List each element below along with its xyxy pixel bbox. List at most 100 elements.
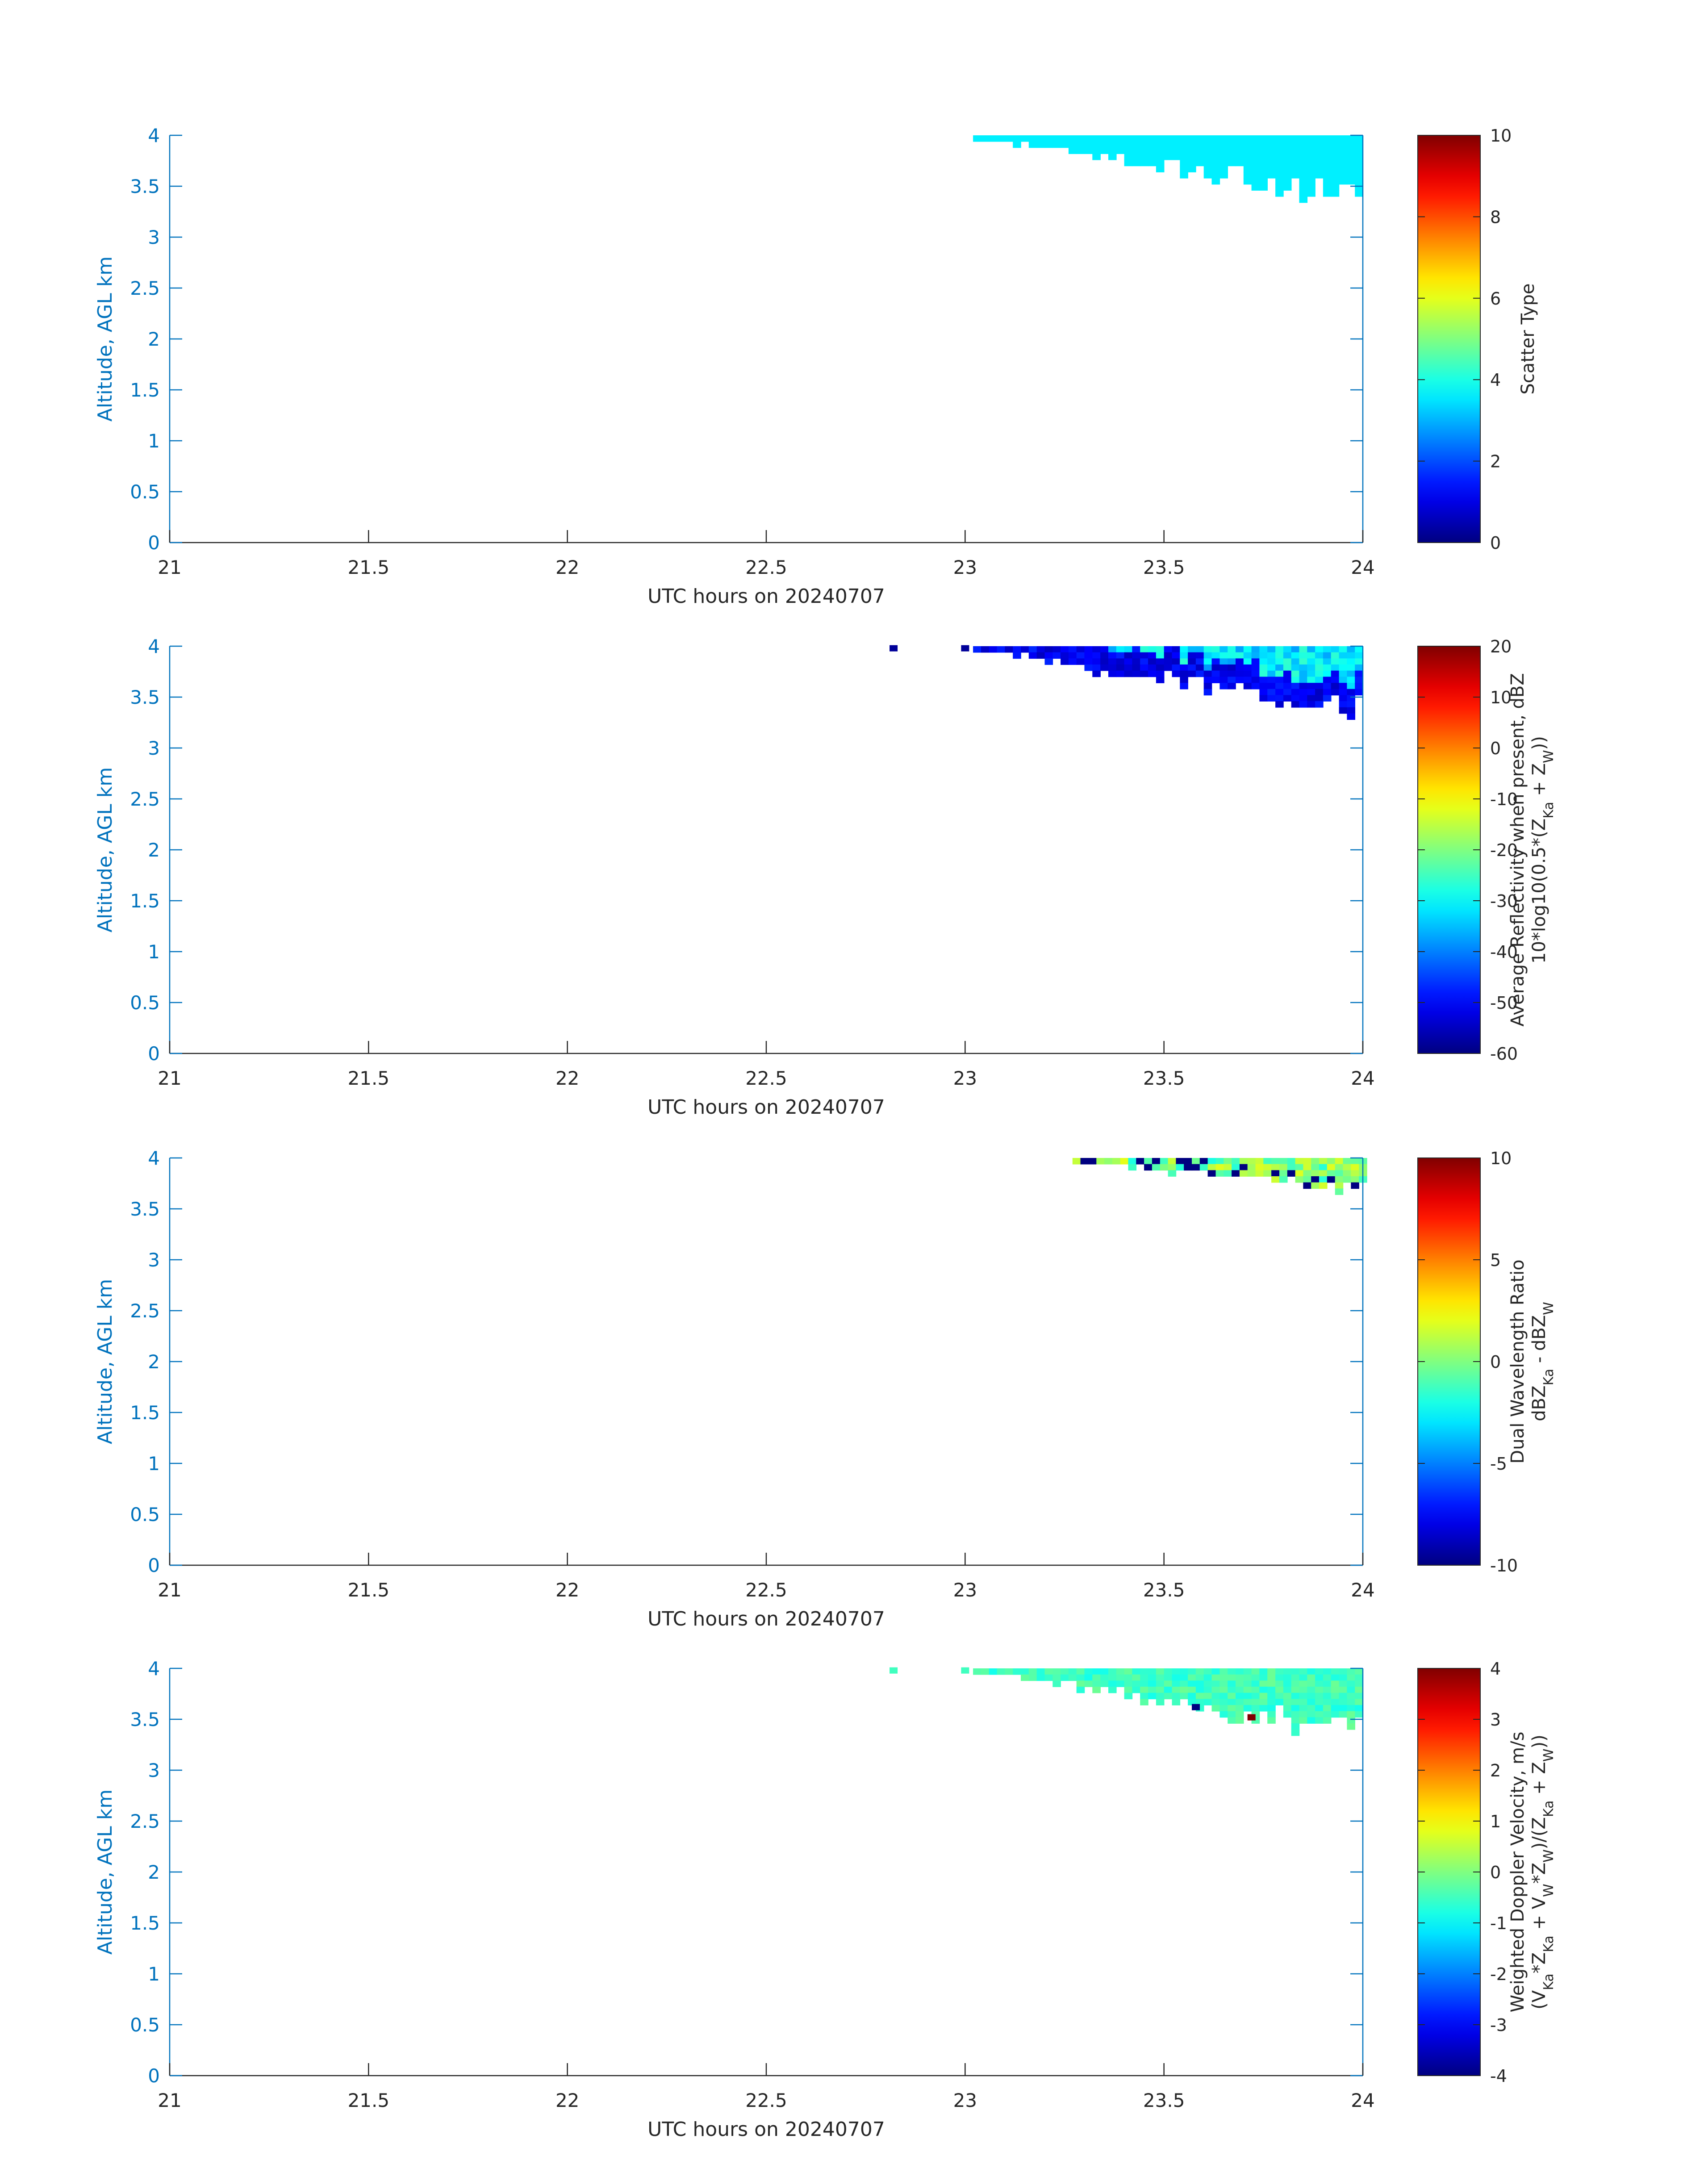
heatmap-cell xyxy=(1299,677,1308,683)
heatmap-cell xyxy=(1315,147,1324,154)
heatmap-cell xyxy=(1108,1674,1117,1681)
heatmap-cell xyxy=(1124,664,1133,671)
heatmap-cell xyxy=(1259,1674,1268,1681)
heatmap-cell xyxy=(1072,1158,1081,1165)
y-tick-label: 0 xyxy=(148,532,160,554)
heatmap-cell xyxy=(1291,135,1300,142)
heatmap-cell xyxy=(1275,184,1284,191)
heatmap-cell xyxy=(1164,135,1173,142)
heatmap-cell xyxy=(989,135,998,142)
heatmap-cell xyxy=(1148,646,1157,653)
heatmap-cell xyxy=(1291,172,1300,179)
heatmap-cell xyxy=(1211,658,1220,665)
heatmap-cell xyxy=(1180,652,1188,659)
heatmap-cell xyxy=(1291,1705,1300,1712)
heatmap-cell xyxy=(1339,1680,1348,1687)
heatmap-cell xyxy=(1303,1170,1311,1177)
heatmap-cell xyxy=(1044,652,1053,659)
colorbar-label: Scatter Type xyxy=(1518,284,1538,395)
heatmap-cell xyxy=(1044,658,1053,665)
heatmap-cell xyxy=(1124,1692,1133,1700)
heatmap-cell xyxy=(1259,1680,1268,1687)
heatmap-cell xyxy=(1347,713,1355,720)
heatmap-cell xyxy=(1275,1687,1284,1693)
heatmap-cell xyxy=(1100,1668,1109,1675)
heatmap-cell xyxy=(1259,646,1268,653)
heatmap-cell xyxy=(1307,689,1315,696)
heatmap-cell xyxy=(1347,646,1355,653)
heatmap-cell xyxy=(1339,670,1348,677)
heatmap-cell xyxy=(1255,1170,1264,1177)
heatmap-cell xyxy=(1315,1668,1324,1675)
heatmap-cell xyxy=(1100,658,1109,665)
colorbar-tick-label: 0 xyxy=(1490,1352,1501,1372)
heatmap-cell xyxy=(1180,664,1188,671)
heatmap-cell xyxy=(1243,652,1252,659)
heatmap-cells xyxy=(889,1667,1363,1736)
heatmap-cell xyxy=(1331,664,1340,671)
heatmap-cell xyxy=(1331,689,1340,696)
colorbar-tick-label: 10 xyxy=(1490,1149,1512,1168)
heatmap-cell xyxy=(1311,1164,1320,1171)
heatmap-cell xyxy=(1013,141,1021,148)
heatmap-cell xyxy=(1307,1711,1315,1718)
heatmap-cell xyxy=(1172,135,1181,142)
x-tick-label: 24 xyxy=(1351,1067,1374,1089)
heatmap-cell xyxy=(1351,1176,1359,1183)
heatmap-cell xyxy=(1299,1692,1308,1700)
heatmap-cell xyxy=(1243,658,1252,665)
heatmap-cell xyxy=(1195,1687,1204,1693)
x-tick-label: 24 xyxy=(1351,2089,1374,2111)
heatmap-cell xyxy=(1331,141,1340,148)
heatmap-cell xyxy=(1211,147,1220,154)
heatmap-cell xyxy=(1323,190,1332,197)
heatmap-cell xyxy=(1267,159,1276,167)
heatmap-cell xyxy=(1339,1711,1348,1718)
heatmap-cell xyxy=(1180,1668,1188,1675)
heatmap-cell xyxy=(1203,147,1212,154)
heatmap-cell xyxy=(1283,652,1292,659)
heatmap-cell xyxy=(1347,1699,1355,1705)
heatmap-cell xyxy=(1259,670,1268,677)
heatmap-cell xyxy=(1188,1668,1196,1675)
heatmap-cell xyxy=(1259,141,1268,148)
heatmap-cell xyxy=(1295,1158,1304,1165)
heatmap-cell xyxy=(1355,646,1363,653)
heatmap-cell xyxy=(1052,1674,1061,1681)
heatmap-cell xyxy=(1339,664,1348,671)
heatmap-cell xyxy=(1347,652,1355,659)
heatmap-cell xyxy=(1331,135,1340,142)
heatmap-cell xyxy=(1243,1674,1252,1681)
heatmap-cell xyxy=(1203,664,1212,671)
heatmap-cell xyxy=(1347,1680,1355,1687)
heatmap-cell xyxy=(1236,664,1244,671)
colorbar-label-part: *Z xyxy=(1529,1952,1549,1973)
heatmap-cell xyxy=(1096,1158,1105,1165)
heatmap-cell xyxy=(1061,1668,1069,1675)
x-tick-label: 22 xyxy=(555,2089,579,2111)
heatmap-cell xyxy=(1251,154,1260,160)
heatmap-cell xyxy=(1347,670,1355,677)
plot-area xyxy=(170,646,1363,1053)
heatmap-cell xyxy=(1180,1674,1188,1681)
heatmap-cell xyxy=(1156,646,1165,653)
heatmap-cell xyxy=(1124,159,1133,167)
y-axis-label: Altitude, AGL km xyxy=(94,1789,117,1955)
heatmap-cell xyxy=(1283,1680,1292,1687)
heatmap-cell xyxy=(1211,652,1220,659)
heatmap-cell xyxy=(1108,664,1117,671)
heatmap-cell xyxy=(1044,135,1053,142)
heatmap-cell xyxy=(1315,141,1324,148)
colorbar-tick-label: -50 xyxy=(1490,993,1518,1013)
heatmap-cell xyxy=(1283,683,1292,689)
heatmap-cell xyxy=(1132,147,1140,154)
heatmap-cell xyxy=(1355,184,1363,191)
heatmap-cell xyxy=(1323,1711,1332,1718)
heatmap-cell xyxy=(1331,172,1340,179)
heatmap-cell xyxy=(1323,670,1332,677)
heatmap-cell xyxy=(1323,1674,1332,1681)
heatmap-cell xyxy=(1331,178,1340,185)
heatmap-cell xyxy=(1339,159,1348,167)
heatmap-cell xyxy=(1228,646,1236,653)
heatmap-cell xyxy=(1291,1674,1300,1681)
